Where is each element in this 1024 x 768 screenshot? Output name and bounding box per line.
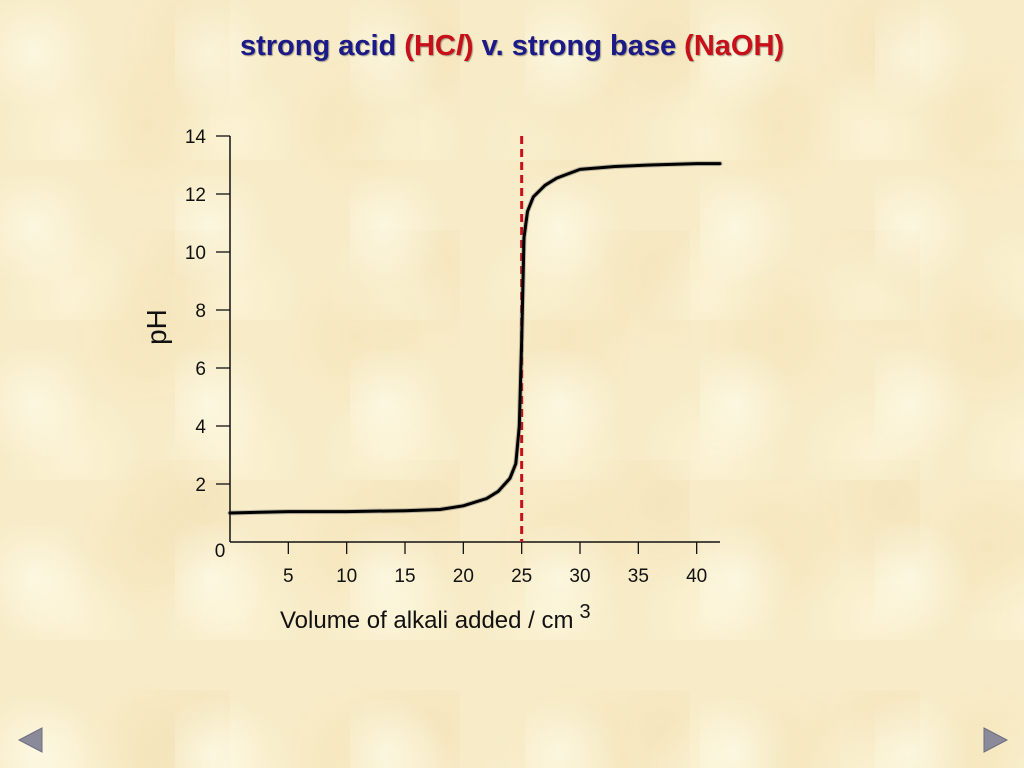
slide-title: strong acid (HCl) v. strong base (NaOH) xyxy=(0,30,1024,63)
y-tick-label: 6 xyxy=(195,359,206,380)
x-tick-label: 40 xyxy=(686,566,707,587)
ph-titration-curve xyxy=(228,162,722,515)
prev-slide-button[interactable] xyxy=(16,726,46,754)
right-triangle-icon xyxy=(983,727,1009,753)
y-tick-label: 2 xyxy=(195,475,206,496)
x-axis-label-text: Volume of alkali added / cm xyxy=(280,607,574,634)
x-tick-label: 30 xyxy=(569,566,590,587)
x-tick-label: 35 xyxy=(628,566,649,587)
title-naoh: (NaOH) xyxy=(684,30,785,62)
x-tick-label: 20 xyxy=(453,566,474,587)
x-tick-label: 10 xyxy=(336,566,357,587)
x-axis-label-superscript: 3 xyxy=(580,601,591,623)
y-tick-label: 8 xyxy=(195,301,206,322)
chart-ticks: 2 4 6 8 10 12 14 5 10 15 20 25 30 35 40 xyxy=(185,127,707,587)
left-triangle-icon xyxy=(17,727,43,753)
title-hcl-open: (HC xyxy=(404,30,456,62)
y-tick-label: 12 xyxy=(185,185,206,206)
y-axis-label: pH xyxy=(141,309,172,345)
title-hcl-l: l xyxy=(455,30,464,62)
title-strong-base: v. strong base xyxy=(473,30,685,62)
x-tick-label: 15 xyxy=(394,566,415,587)
ph-curve-shadow xyxy=(227,161,723,516)
x-tick-label: 25 xyxy=(511,566,532,587)
title-strong-acid: strong acid xyxy=(239,30,405,62)
x-axis-label: Volume of alkali added / cm 3 xyxy=(280,601,591,634)
chart-axes xyxy=(229,136,720,543)
title-hcl-close: ) xyxy=(463,30,474,62)
y-tick-label: 4 xyxy=(195,417,206,438)
origin-tick-label: 0 xyxy=(215,541,226,562)
y-tick-label: 14 xyxy=(185,127,207,148)
next-slide-button[interactable] xyxy=(980,726,1010,754)
y-tick-label: 10 xyxy=(185,243,206,264)
chart-marks xyxy=(227,136,723,542)
x-tick-label: 5 xyxy=(283,566,294,587)
